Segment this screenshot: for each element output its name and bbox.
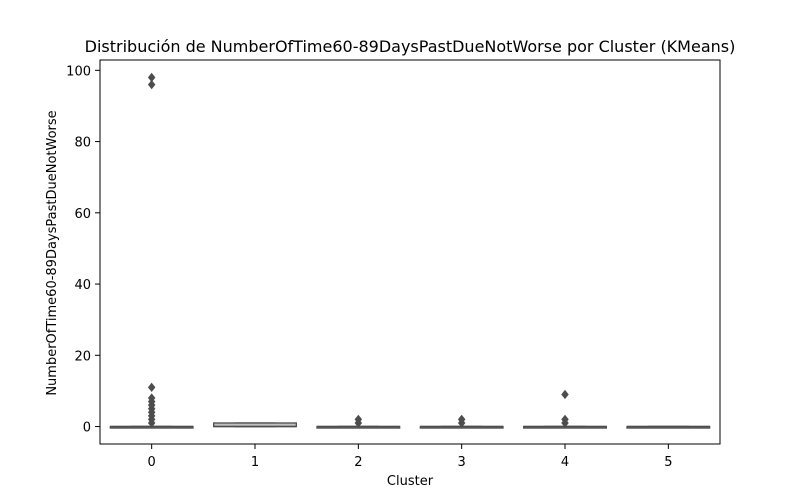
outlier-point [457, 414, 466, 425]
y-tick-label: 80 [74, 136, 91, 151]
outlier-point [561, 389, 569, 400]
x-tick-label: 0 [148, 455, 156, 470]
plot-area: 0 20 40 60 80 100 0 1 2 3 4 5 [66, 64, 711, 470]
x-tick-label: 3 [458, 455, 466, 470]
x-tick-label: 2 [354, 455, 362, 470]
y-tick-label: 40 [74, 278, 91, 293]
y-tick-label: 60 [74, 207, 91, 222]
x-tick-label: 5 [664, 455, 672, 470]
x-tick-label: 4 [561, 455, 569, 470]
outlier-point [147, 72, 156, 83]
outlier-point [147, 79, 156, 90]
outlier-point [561, 414, 569, 425]
outlier-point [147, 393, 156, 403]
x-tick-label: 1 [251, 455, 259, 470]
x-axis-label: Cluster [387, 474, 434, 489]
y-tick-label: 0 [83, 421, 91, 436]
chart-title: Distribución de NumberOfTime60-89DaysPas… [85, 37, 736, 56]
plot-frame [99, 59, 721, 445]
outlier-point [147, 382, 156, 393]
outlier-point [354, 414, 363, 425]
y-tick-label: 20 [74, 349, 91, 364]
y-axis-label: NumberOfTime60-89DaysPastDueNotWorse [45, 110, 60, 395]
y-tick-label: 100 [66, 64, 91, 79]
